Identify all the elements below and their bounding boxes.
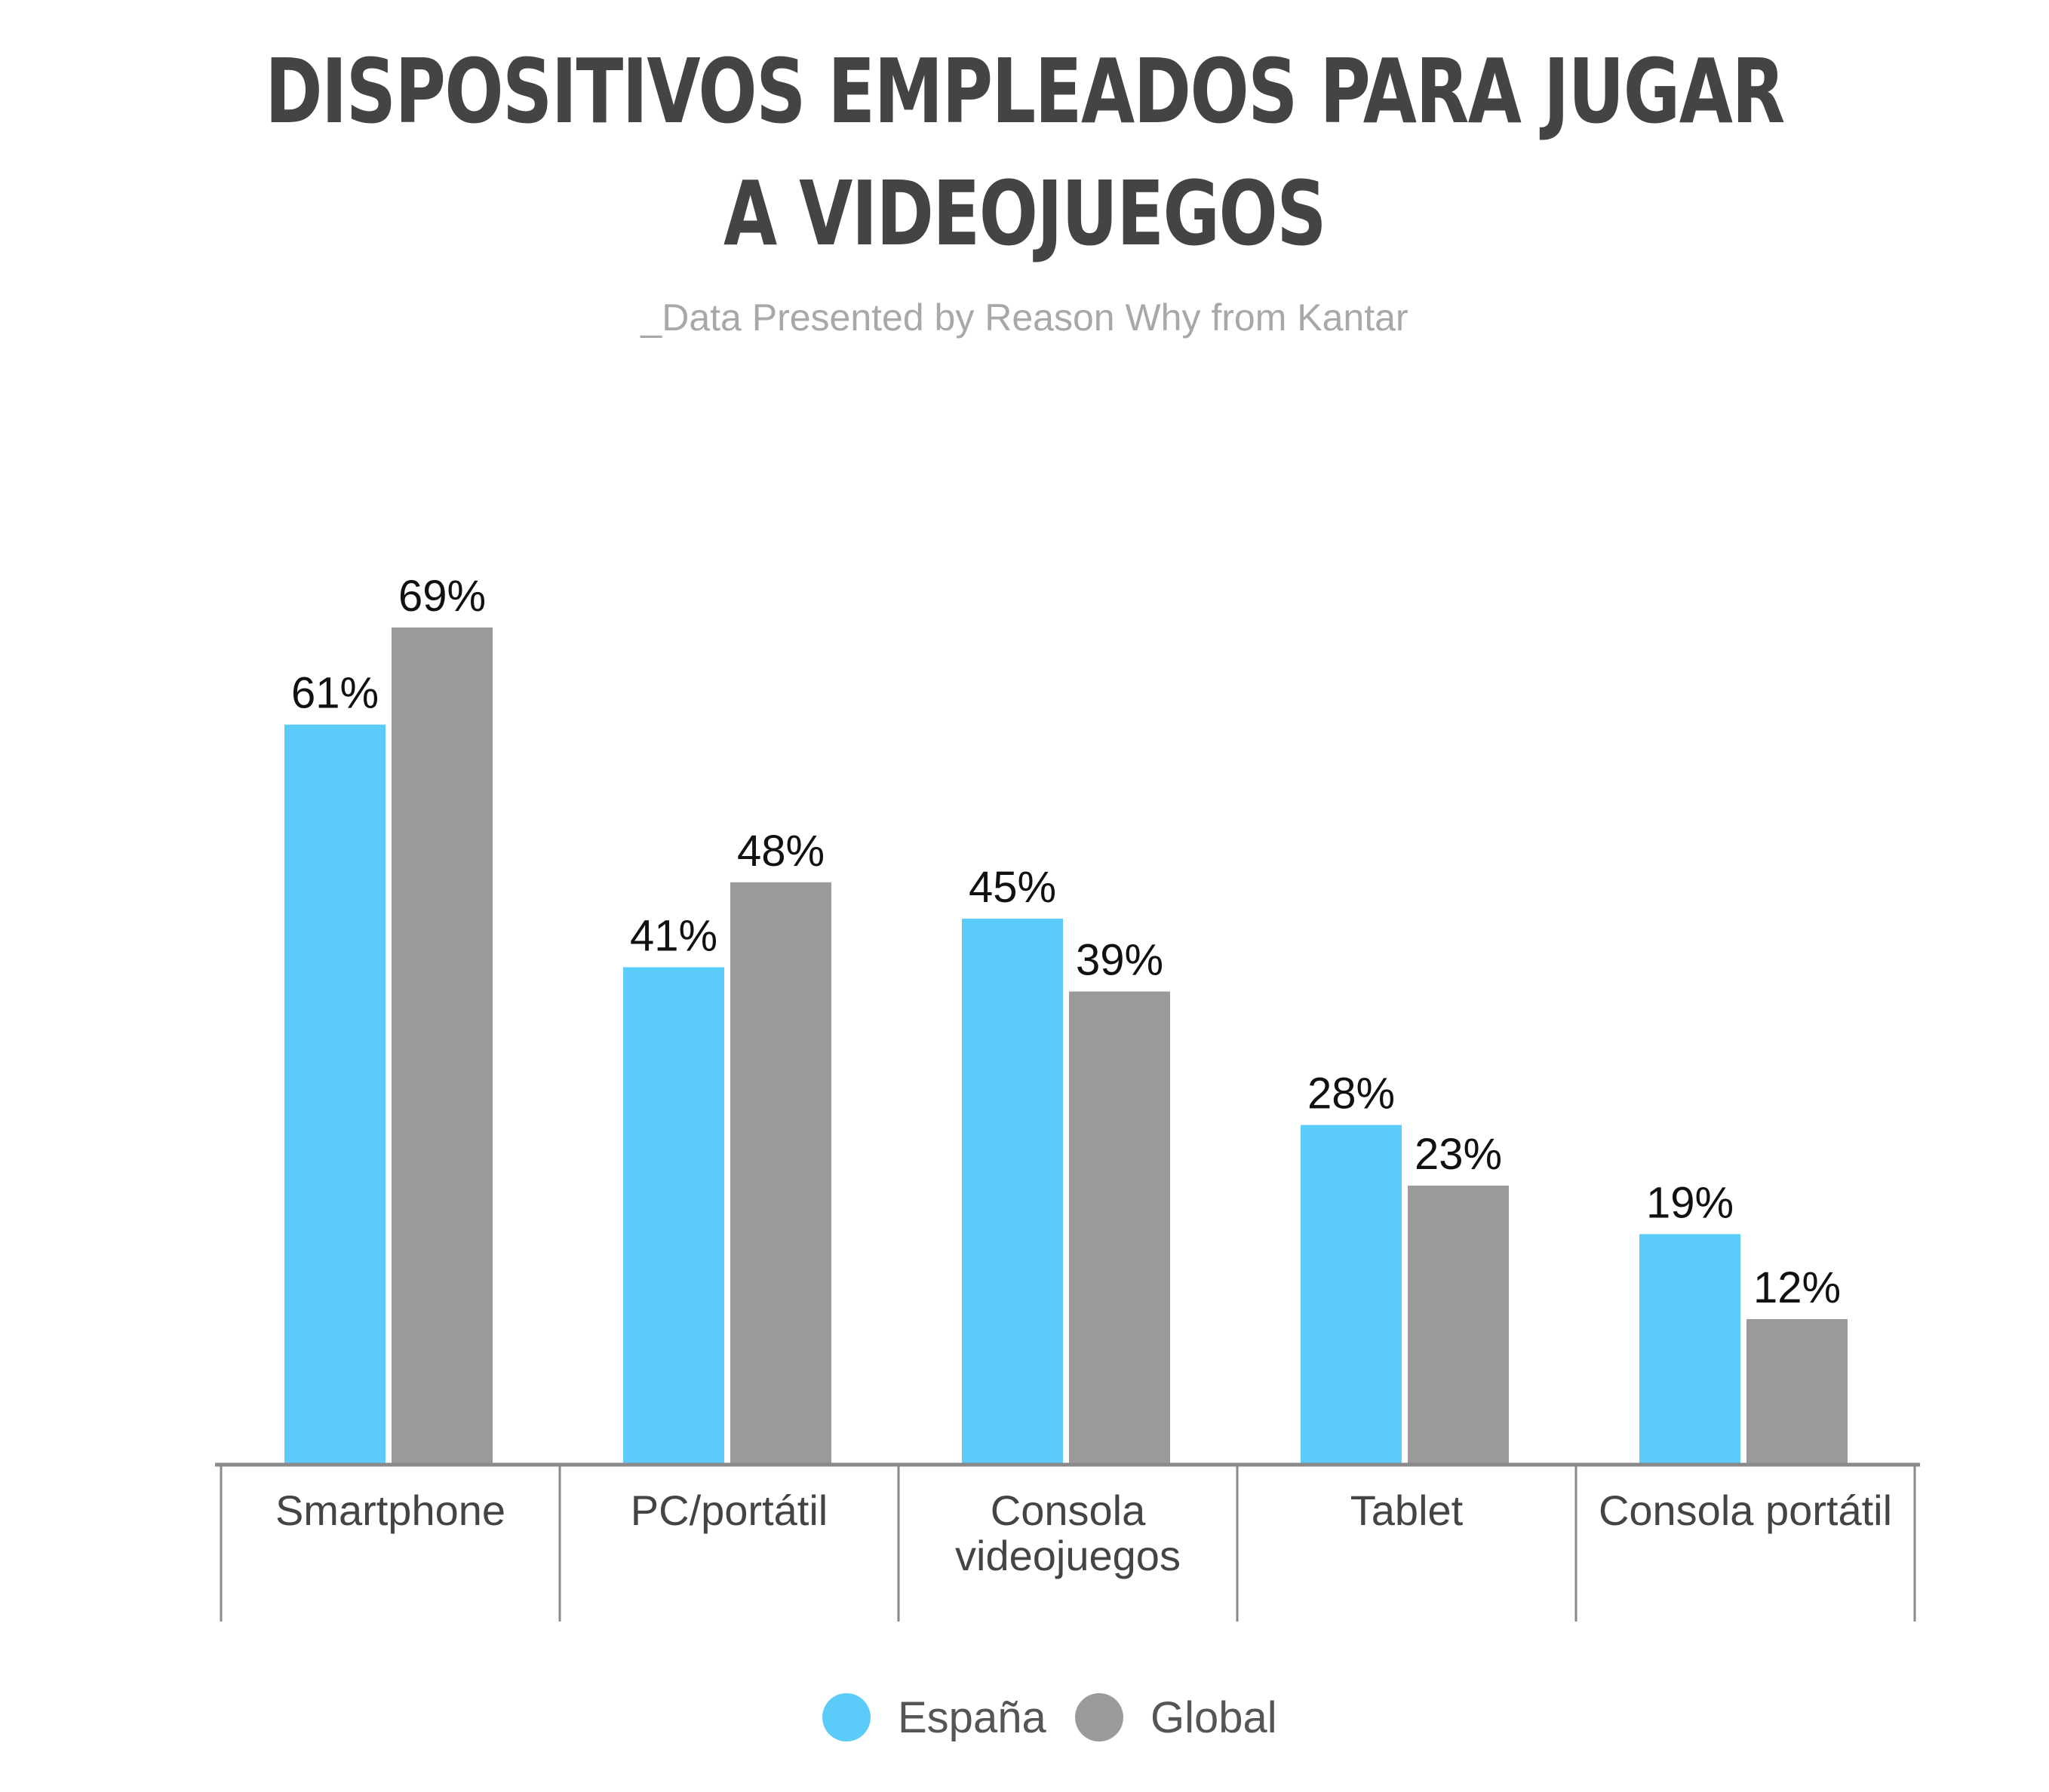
value-label-global-2: 39%: [1076, 936, 1163, 985]
legend-label-global: Global: [1150, 1692, 1277, 1742]
legend-item-espana: España: [822, 1683, 1046, 1751]
legend-swatch-espana: [822, 1693, 871, 1741]
category-label-2-line-1: videojuegos: [955, 1532, 1181, 1579]
bar-espana-3: [1301, 1125, 1402, 1465]
bar-global-4: [1746, 1318, 1848, 1465]
bar-espana-0: [284, 724, 386, 1465]
bar-global-1: [730, 882, 831, 1465]
chart-title-line-1: DISPOSITIVOS EMPLEADOS PARA JUGAR: [265, 39, 1785, 143]
chart-legend: España Global: [0, 1683, 2049, 1751]
category-label-2: Consola: [991, 1487, 1146, 1534]
value-label-espana-1: 41%: [630, 911, 717, 960]
value-label-global-4: 12%: [1753, 1263, 1841, 1312]
value-label-espana-3: 28%: [1307, 1069, 1395, 1118]
value-label-global-3: 23%: [1415, 1130, 1502, 1179]
bar-espana-1: [623, 967, 724, 1465]
category-label-0: Smartphone: [275, 1487, 505, 1534]
chart-subtitle: _Data Presented by Reason Why from Kanta…: [641, 296, 1408, 339]
bar-global-0: [392, 628, 493, 1465]
bar-espana-4: [1639, 1234, 1740, 1465]
category-label-1: PC/portátil: [631, 1487, 828, 1534]
bar-global-2: [1069, 991, 1170, 1465]
legend-item-global: Global: [1075, 1683, 1277, 1751]
category-label-3: Tablet: [1350, 1487, 1464, 1534]
chart-title-line-2: A VIDEOJUEGOS: [723, 161, 1326, 265]
value-label-espana-4: 19%: [1646, 1178, 1734, 1227]
value-label-global-1: 48%: [737, 827, 825, 876]
bar-global-3: [1408, 1186, 1509, 1465]
value-label-global-0: 69%: [398, 572, 486, 621]
bar-espana-2: [962, 919, 1063, 1465]
value-label-espana-0: 61%: [291, 669, 379, 718]
category-label-4: Consola portátil: [1599, 1487, 1892, 1534]
legend-label-espana: España: [898, 1692, 1046, 1742]
legend-swatch-global: [1075, 1693, 1123, 1741]
chart-title: DISPOSITIVOS EMPLEADOS PARA JUGAR A VIDE…: [226, 30, 1823, 275]
value-label-espana-2: 45%: [969, 863, 1056, 912]
